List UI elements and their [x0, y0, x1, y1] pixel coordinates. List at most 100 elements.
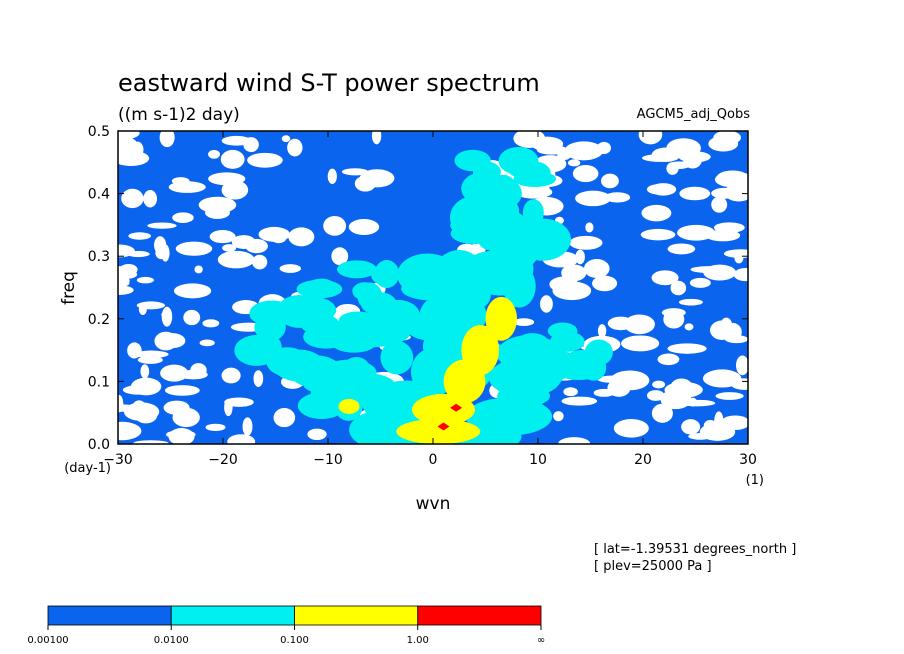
below-level-blob: [613, 419, 649, 438]
below-level-blob: [641, 154, 679, 162]
below-level-blob: [593, 388, 615, 397]
below-level-blob: [730, 378, 748, 390]
below-level-blob: [227, 434, 256, 444]
below-level-blob: [678, 151, 711, 163]
yellow-level-blob: [412, 393, 475, 426]
below-level-blob: [549, 276, 579, 293]
below-level-blob: [678, 298, 703, 306]
below-level-blob: [252, 254, 268, 270]
below-level-blob: [354, 175, 376, 192]
below-level-blob: [287, 138, 303, 157]
below-level-blob: [132, 440, 169, 444]
color-bar-label: ∞: [537, 635, 545, 646]
below-level-blob: [703, 264, 737, 281]
below-level-blob: [126, 250, 150, 258]
below-level-blob: [136, 276, 155, 284]
x-axis-unit: (1): [746, 473, 764, 488]
below-level-blob: [331, 247, 349, 266]
below-level-blob: [161, 244, 170, 262]
yellow-level-blob: [338, 398, 360, 414]
below-level-blob: [371, 131, 382, 145]
color-bar-segment: [47, 605, 172, 626]
below-level-blob: [222, 244, 237, 252]
below-level-blob: [652, 380, 666, 389]
below-level-blob: [132, 141, 144, 158]
cyan-level-blob: [342, 357, 370, 380]
below-level-blob: [164, 385, 200, 396]
below-level-blob: [231, 235, 256, 249]
y-tick-label: 0.3: [88, 249, 110, 265]
plot-area: [118, 131, 748, 444]
below-level-blob: [118, 421, 142, 441]
cyan-level-blob: [497, 385, 550, 407]
cyan-level-blob: [543, 351, 577, 380]
y-axis-unit: (day-1): [64, 461, 111, 476]
below-level-blob: [651, 270, 679, 286]
x-tick-label: 10: [529, 452, 547, 468]
below-level-blob: [118, 399, 124, 413]
below-level-blob: [121, 188, 144, 209]
below-level-blob: [273, 408, 296, 428]
below-level-blob: [205, 423, 226, 432]
below-level-blob: [118, 156, 145, 163]
below-level-blob: [258, 226, 291, 242]
below-level-blob: [208, 172, 246, 186]
below-level-blob: [147, 222, 177, 229]
below-level-blob: [572, 164, 599, 183]
chart-subtitle: ((m s-1)2 day): [118, 105, 240, 125]
below-level-blob: [202, 319, 220, 328]
color-bar-segment: [294, 605, 419, 626]
yellow-level-blob: [443, 359, 486, 404]
cyan-level-blob: [323, 320, 346, 340]
y-tick-label: 0.1: [88, 374, 110, 390]
below-level-blob: [564, 141, 604, 161]
y-tick-label: 0.0: [88, 437, 110, 453]
below-level-blob: [209, 230, 236, 244]
cyan-level-blob: [519, 161, 551, 185]
color-bar-label: 0.100: [280, 635, 309, 646]
below-level-blob: [137, 356, 163, 364]
below-level-blob: [724, 183, 748, 202]
below-level-blob: [597, 324, 607, 338]
run-label: AGCM5_adj_Qobs: [637, 107, 751, 122]
yellow-level-blob: [485, 296, 517, 341]
below-level-blob: [601, 173, 619, 189]
x-tick-label: −10: [313, 452, 343, 468]
cyan-level-blob: [306, 278, 336, 296]
below-level-blob: [131, 400, 147, 419]
below-level-blob: [720, 317, 732, 332]
below-level-blob: [221, 367, 241, 384]
cyan-level-blob: [336, 260, 377, 279]
below-level-blob: [173, 283, 212, 299]
cyan-level-blob: [472, 161, 501, 183]
cyan-level-blob: [380, 380, 434, 403]
x-axis-label: wvn: [416, 494, 451, 514]
below-level-blob: [172, 212, 194, 223]
below-level-blob: [624, 314, 655, 335]
below-level-blob: [166, 430, 196, 439]
cyan-level-blob: [437, 296, 483, 329]
yellow-level-blob: [396, 418, 481, 444]
below-level-blob: [604, 192, 631, 203]
below-level-blob: [567, 159, 581, 167]
below-level-blob: [288, 227, 315, 247]
below-level-blob: [661, 308, 686, 318]
red-level-peak: [437, 422, 450, 431]
below-level-blob: [160, 364, 189, 382]
below-level-blob: [557, 148, 572, 160]
below-level-blob: [143, 190, 158, 208]
y-tick-label: 0.5: [88, 124, 110, 140]
below-level-blob: [592, 275, 618, 292]
below-level-blob: [569, 235, 603, 250]
x-tick-label: 30: [739, 452, 757, 468]
below-level-blob: [242, 417, 253, 436]
below-level-blob: [279, 264, 302, 273]
below-level-blob: [175, 241, 213, 256]
below-level-blob: [154, 331, 178, 351]
below-level-blob: [243, 137, 259, 153]
below-level-blob: [208, 149, 220, 159]
below-level-blob: [641, 204, 672, 222]
below-level-blob: [220, 149, 245, 169]
cyan-level-blob: [449, 196, 499, 240]
